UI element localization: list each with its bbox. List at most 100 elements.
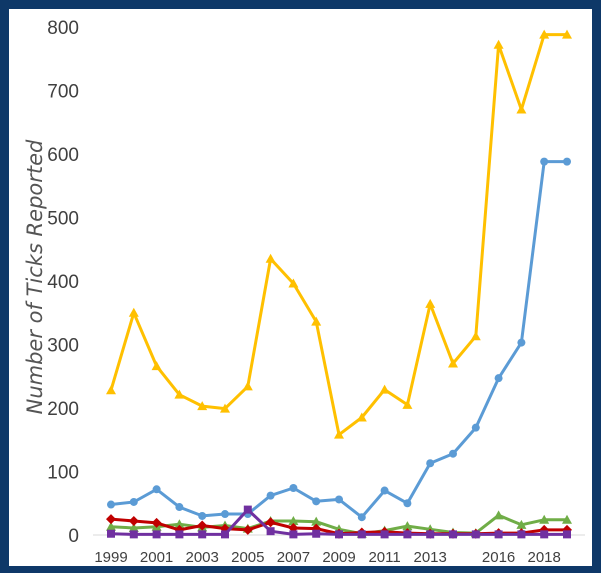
series-line bbox=[110, 160, 567, 519]
data-point bbox=[266, 491, 275, 500]
data-point bbox=[311, 516, 322, 526]
data-point bbox=[357, 530, 366, 539]
data-point bbox=[449, 449, 457, 458]
data-point bbox=[174, 389, 185, 399]
y-tick-label: 700 bbox=[47, 82, 79, 103]
data-point bbox=[129, 497, 138, 506]
data-point bbox=[494, 530, 503, 539]
data-point bbox=[151, 361, 162, 371]
data-point bbox=[107, 500, 115, 509]
data-point bbox=[289, 484, 298, 493]
data-point bbox=[563, 530, 571, 539]
y-tick-label: 800 bbox=[47, 18, 79, 39]
y-tick-label: 400 bbox=[47, 272, 79, 293]
data-point bbox=[289, 530, 298, 539]
data-point bbox=[243, 505, 252, 514]
data-point bbox=[448, 358, 458, 368]
x-tick-label: 2011 bbox=[368, 549, 400, 566]
data-point bbox=[539, 514, 550, 524]
series-layer bbox=[106, 29, 572, 539]
series-2 bbox=[107, 157, 571, 522]
data-point bbox=[174, 519, 185, 529]
data-point bbox=[129, 530, 138, 539]
data-point bbox=[516, 519, 527, 529]
data-point bbox=[379, 384, 390, 394]
x-tick-label: 2005 bbox=[231, 549, 264, 566]
y-tick-label: 300 bbox=[47, 336, 79, 357]
data-point bbox=[493, 510, 504, 520]
data-point bbox=[107, 529, 115, 538]
data-point bbox=[106, 514, 116, 525]
data-point bbox=[403, 530, 412, 539]
data-point bbox=[539, 29, 550, 39]
data-point bbox=[175, 530, 184, 539]
data-point bbox=[288, 278, 299, 288]
x-tick-label: 2007 bbox=[277, 549, 310, 566]
data-point bbox=[335, 530, 343, 539]
data-point bbox=[356, 412, 367, 422]
data-point bbox=[265, 253, 276, 263]
data-point bbox=[198, 511, 207, 520]
data-point bbox=[220, 403, 230, 413]
data-point bbox=[470, 331, 481, 341]
data-point bbox=[221, 510, 229, 519]
data-point bbox=[562, 29, 572, 39]
data-point bbox=[471, 530, 480, 539]
data-point bbox=[426, 459, 435, 468]
data-point bbox=[128, 516, 139, 527]
y-tick-label: 200 bbox=[47, 399, 79, 420]
x-tick-label: 1999 bbox=[94, 549, 127, 566]
x-tick-label: 2009 bbox=[322, 549, 355, 566]
data-point bbox=[540, 157, 549, 166]
data-point bbox=[151, 517, 162, 528]
data-point bbox=[106, 385, 116, 395]
data-point bbox=[106, 521, 116, 531]
y-tick-label: 0 bbox=[68, 526, 79, 547]
data-point bbox=[403, 499, 412, 508]
data-point bbox=[357, 513, 366, 522]
data-point bbox=[242, 524, 253, 535]
y-axis-ticks: 0 100 200 300 400 500 600 700 800 bbox=[47, 18, 79, 547]
data-point bbox=[311, 316, 322, 326]
data-point bbox=[312, 529, 321, 538]
x-tick-label: 2018 bbox=[528, 549, 561, 566]
data-point bbox=[494, 374, 503, 383]
y-tick-label: 100 bbox=[47, 463, 79, 484]
data-point bbox=[449, 530, 457, 539]
data-point bbox=[471, 423, 480, 432]
data-point bbox=[517, 338, 526, 347]
data-point bbox=[266, 527, 275, 536]
y-tick-label: 600 bbox=[47, 145, 79, 166]
data-point bbox=[175, 503, 184, 512]
data-point bbox=[402, 521, 413, 531]
data-point bbox=[242, 381, 253, 391]
data-point bbox=[197, 520, 208, 531]
data-point bbox=[380, 530, 389, 539]
data-point bbox=[425, 298, 436, 308]
y-tick-label: 500 bbox=[47, 209, 79, 230]
data-point bbox=[221, 530, 229, 539]
x-tick-label: 2013 bbox=[414, 549, 447, 566]
data-point bbox=[493, 39, 504, 49]
data-point bbox=[517, 530, 526, 539]
data-point bbox=[128, 307, 139, 317]
data-point bbox=[562, 514, 572, 524]
data-point bbox=[335, 495, 343, 504]
y-axis-title: Number of Ticks Reported bbox=[23, 139, 47, 414]
data-point bbox=[128, 523, 139, 533]
x-axis-ticks: 1999 2001 2003 2005 2007 2009 2011 2013 2016 2018 bbox=[94, 549, 561, 566]
data-point bbox=[516, 104, 527, 114]
line-chart: 0 100 200 300 400 500 600 700 800 1999 2001 2003 20… bbox=[23, 18, 585, 566]
series-1 bbox=[106, 29, 572, 439]
series-5 bbox=[107, 505, 571, 539]
x-tick-label: 2001 bbox=[140, 549, 173, 566]
data-point bbox=[563, 157, 571, 166]
data-point bbox=[198, 530, 207, 539]
data-point bbox=[152, 530, 161, 539]
data-point bbox=[540, 530, 549, 539]
data-point bbox=[334, 429, 344, 439]
x-tick-label: 2016 bbox=[482, 549, 515, 566]
data-point bbox=[288, 516, 299, 526]
x-tick-label: 2003 bbox=[186, 549, 219, 566]
data-point bbox=[152, 485, 161, 494]
